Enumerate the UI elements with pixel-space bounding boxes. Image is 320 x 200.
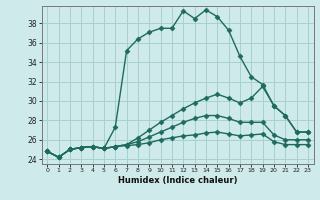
X-axis label: Humidex (Indice chaleur): Humidex (Indice chaleur) bbox=[118, 176, 237, 185]
